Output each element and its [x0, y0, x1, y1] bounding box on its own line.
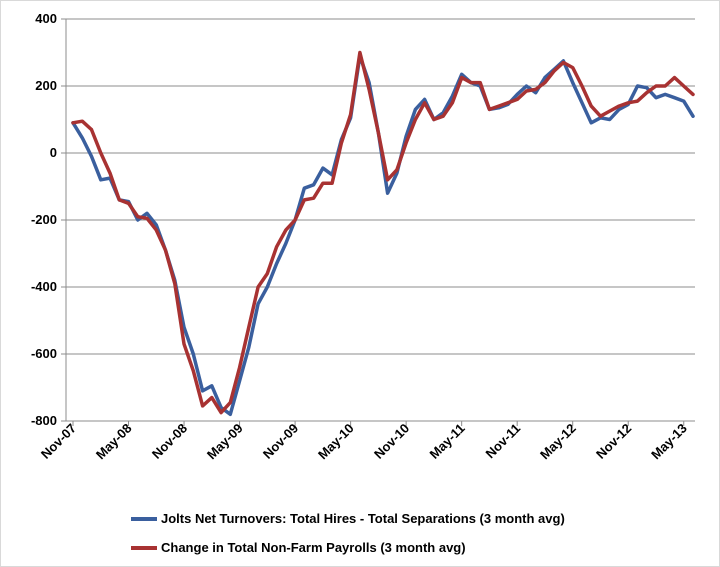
axes — [61, 18, 685, 426]
x-tick-label: May-09 — [204, 421, 246, 463]
legend-swatch-series-2 — [131, 545, 157, 550]
x-tick-label: Nov-10 — [371, 421, 412, 462]
gridlines — [66, 18, 695, 422]
y-tick-label: -400 — [31, 279, 57, 294]
y-tick-label: -600 — [31, 346, 57, 361]
legend-item-series-2: Change in Total Non-Farm Payrolls (3 mon… — [131, 540, 466, 555]
x-tick-label: Nov-08 — [149, 421, 190, 462]
x-tick-label: Nov-09 — [260, 421, 301, 462]
series-line-1 — [71, 54, 695, 417]
series-line-2 — [71, 50, 695, 415]
legend-item-series-1: Jolts Net Turnovers: Total Hires - Total… — [131, 511, 565, 526]
x-tick-label: May-12 — [537, 421, 579, 463]
x-tick-label: May-13 — [648, 421, 690, 463]
y-tick-label: -800 — [31, 413, 57, 428]
y-tick-label: 0 — [50, 145, 57, 160]
y-tick-labels: 400 200 0 -200 -400 -600 -800 — [31, 11, 57, 428]
y-tick-label: -200 — [31, 212, 57, 227]
x-tick-label: Nov-12 — [593, 421, 634, 462]
legend-label-series-2: Change in Total Non-Farm Payrolls (3 mon… — [161, 540, 466, 555]
x-tick-label: May-10 — [315, 421, 357, 463]
y-tick-label: 200 — [35, 78, 57, 93]
series-lines — [71, 50, 695, 417]
x-tick-label: May-11 — [427, 421, 468, 462]
x-tick-label: May-08 — [93, 421, 135, 463]
legend-swatch-series-1 — [131, 516, 157, 521]
x-tick-label: Nov-11 — [483, 421, 524, 462]
legend-label-series-1: Jolts Net Turnovers: Total Hires - Total… — [161, 511, 565, 526]
x-tick-labels: Nov-07 May-08 Nov-08 May-09 Nov-09 May-10 Nov-… — [38, 421, 690, 463]
y-tick-label: 400 — [35, 11, 57, 26]
